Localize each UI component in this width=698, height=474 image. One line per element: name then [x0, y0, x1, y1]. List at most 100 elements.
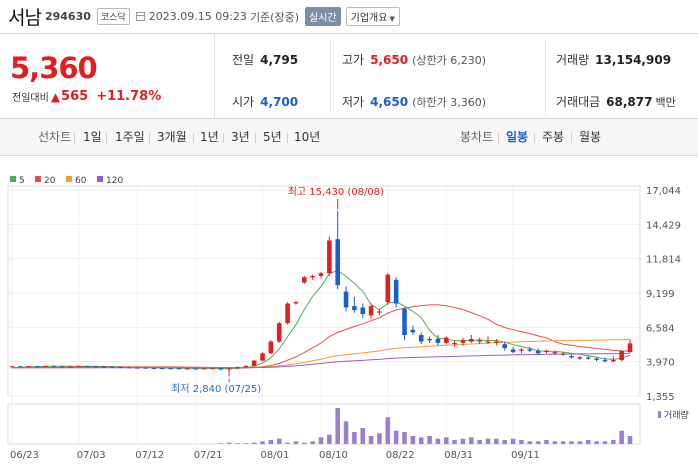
candle-body [151, 367, 157, 369]
candle-body [226, 368, 232, 370]
divider [330, 40, 331, 114]
candle-body [276, 323, 282, 342]
y-tick-label: 3,970 [646, 358, 675, 369]
candle-body [176, 368, 182, 370]
volume-bar [569, 441, 574, 444]
separator [534, 133, 535, 143]
candle-body [143, 367, 148, 369]
candle-body [352, 306, 357, 311]
y-tick-label: 11,814 [646, 255, 681, 266]
candle-body [577, 357, 583, 359]
separator [193, 133, 194, 143]
period-3m[interactable]: 3개월 [157, 130, 187, 144]
period-5y[interactable]: 5년 [263, 130, 282, 144]
candle-body [126, 367, 132, 369]
candle-weekly[interactable]: 주봉 [542, 130, 565, 144]
candle-daily[interactable]: 일봉 [506, 130, 529, 144]
legend-label-5: 5 [19, 176, 25, 186]
volume-label: 거래량 [556, 53, 590, 67]
candle-body [160, 368, 165, 370]
candle-body [552, 352, 558, 354]
candle-body [494, 341, 499, 343]
volume-bar [310, 441, 315, 444]
candle-chart-label: 봉차트 [460, 130, 494, 144]
realtime-button[interactable]: 실시간 [305, 7, 341, 26]
candle-body [535, 350, 541, 354]
candle-body [393, 279, 399, 304]
separator [287, 133, 288, 143]
candle-body [377, 311, 382, 313]
candle-body [168, 368, 173, 370]
quote-basis: 기준(장중) [249, 10, 300, 24]
volume-bar [619, 430, 624, 444]
candlestick-chart[interactable]: 5 20 60 120 17,044 14,429 11,814 9,199 6,584 3,97… [0, 156, 698, 470]
candle-body [368, 306, 374, 316]
y-tick-label: 1,355 [646, 392, 675, 403]
ma-line-120 [12, 352, 631, 369]
period-3y[interactable]: 3년 [231, 130, 250, 144]
period-1d[interactable]: 1일 [83, 130, 102, 144]
legend-label-20: 20 [44, 176, 56, 186]
legend-label-120: 120 [106, 176, 123, 186]
candle-body [360, 307, 366, 315]
volume-bar [443, 437, 449, 444]
period-1y[interactable]: 1년 [200, 130, 219, 144]
volume-bar [510, 438, 516, 444]
x-tick-label: 08/10 [319, 450, 348, 461]
period-1w[interactable]: 1주일 [115, 130, 145, 144]
candle-body [343, 291, 349, 308]
candle-body [68, 366, 73, 368]
current-price-box: 5,360 전일대비 ▲ 565 +11.78% [0, 34, 215, 119]
volume-bar [393, 430, 399, 444]
chevron-down-icon: ▼ [389, 15, 395, 23]
low-label: 저가 [342, 95, 365, 109]
candle-body [109, 366, 115, 368]
candle-body [9, 366, 15, 368]
period-10y[interactable]: 10년 [294, 130, 321, 144]
volume-bar [302, 442, 307, 444]
trade-amount-value: 68,877 [606, 95, 653, 109]
volume-bar [352, 432, 357, 444]
chart-svg[interactable]: 5 20 60 120 17,044 14,429 11,814 9,199 6,584 3,97… [0, 156, 698, 470]
volume-bar [427, 436, 432, 444]
volume-bar [377, 433, 382, 444]
candle-body [569, 356, 574, 358]
candle-body [602, 359, 608, 362]
candle-body [210, 368, 215, 370]
candle-body [469, 338, 474, 342]
volume-plot-frame [7, 403, 641, 445]
change-percent: +11.78% [96, 89, 162, 104]
legend-label-60: 60 [75, 176, 87, 186]
legend-swatch-5 [10, 176, 16, 182]
candle-body [335, 239, 340, 286]
upper-limit: (상한가 6,230) [412, 54, 486, 67]
candle-body [619, 350, 624, 360]
volume-bar [494, 438, 499, 444]
candle-body [134, 367, 140, 369]
candle-body [268, 341, 274, 354]
candle-body [235, 367, 240, 369]
open-label: 시가 [232, 95, 255, 109]
prev-close-value: 4,795 [260, 53, 299, 67]
candle-body [519, 349, 524, 351]
volume-bar [435, 438, 441, 444]
volume-bar [611, 440, 616, 444]
quote-datetime: 2023.09.15 09:23 [148, 10, 247, 23]
trade-amount: 거래대금 68,877 백만 [556, 93, 676, 110]
volume-bar [218, 443, 224, 444]
stock-header: 서남 294630 코스닥 2023.09.15 09:23 기준(장중) 실시… [0, 0, 698, 33]
x-tick-label: 08/22 [386, 450, 415, 461]
candle-body [101, 366, 107, 368]
divider [545, 40, 546, 114]
price-summary: 5,360 전일대비 ▲ 565 +11.78% 전일 4,795 고가 5,6… [0, 33, 698, 119]
volume-bar [276, 438, 282, 444]
candle-body [285, 303, 290, 324]
candle-body [118, 367, 123, 369]
volume-bar [519, 440, 524, 444]
volume-bar [251, 442, 257, 444]
separator [571, 133, 572, 143]
company-overview-dropdown[interactable]: 기업개요 ▼ [345, 7, 400, 26]
separator [223, 133, 224, 143]
y-tick-label: 14,429 [646, 220, 681, 231]
candle-monthly[interactable]: 월봉 [579, 130, 602, 144]
